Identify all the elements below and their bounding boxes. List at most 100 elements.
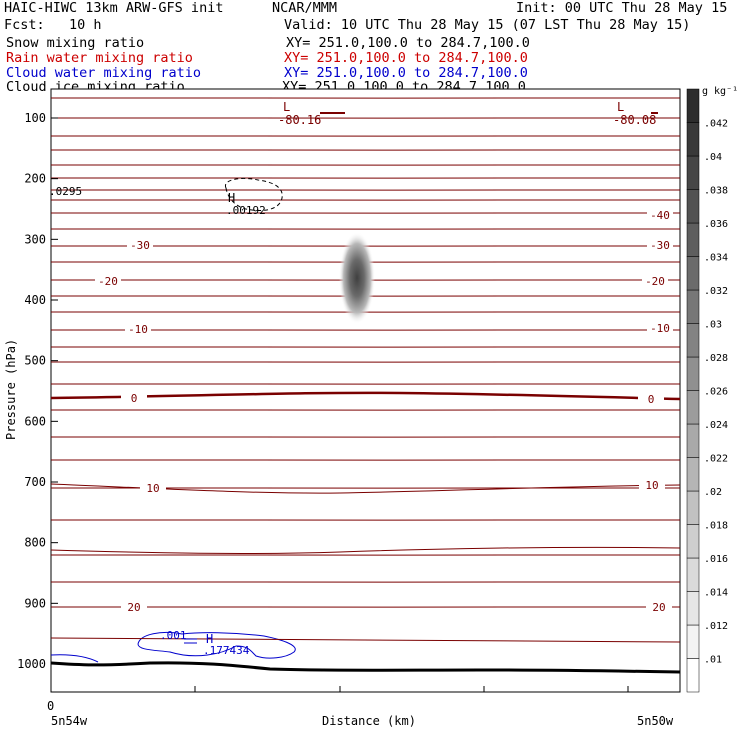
contour-label-bg	[125, 323, 151, 335]
colorbar-level-label: .02	[704, 487, 722, 498]
temperature-contour-label: 20	[652, 601, 665, 614]
temperature-contour	[50, 135, 681, 137]
colorbar-cell	[686, 423, 700, 458]
cloud-water-high-value: .177434	[203, 644, 250, 657]
init-time: Init: 00 UTC Thu 28 May 15	[516, 0, 728, 16]
field-name-snow: Snow mixing ratio	[6, 35, 145, 51]
temperature-contour-label: 0	[131, 392, 138, 405]
colorbar-level-label: .038	[704, 186, 728, 197]
y-tick-label: 500	[24, 354, 46, 368]
temperature-contour-label: -30	[130, 239, 150, 252]
colorbar-level-label: .028	[704, 353, 728, 364]
org-label: NCAR/MMM	[272, 0, 338, 16]
temperature-contour-label: -10	[128, 323, 148, 336]
contour-label-bg	[647, 239, 673, 251]
colorbar-cell	[686, 591, 700, 626]
temperature-contour	[50, 189, 681, 191]
temperature-contour	[50, 436, 681, 438]
colorbar-cell	[686, 658, 700, 693]
temperature-contour	[50, 199, 681, 201]
field-xy-rain: XY= 251.0,100.0 to 284.7,100.0	[284, 50, 528, 66]
colorbar-level-label: .034	[704, 253, 728, 264]
temperature-contour-label: 20	[127, 601, 140, 614]
contour-label-bg	[647, 209, 673, 221]
field-xy-cloud-water: XY= 251.0,100.0 to 284.7,100.0	[284, 65, 528, 81]
model-title: HAIC-HIWC 13km ARW-GFS init	[4, 0, 224, 16]
temperature-contour	[50, 459, 681, 461]
forecast-hour: Fcst: 10 h	[4, 17, 102, 33]
temperature-contour	[50, 361, 681, 363]
y-tick-label: 1000	[17, 657, 46, 671]
terrain-line	[50, 661, 681, 674]
colorbar-cell	[686, 356, 700, 391]
colorbar-cell	[686, 222, 700, 257]
plot-frame	[50, 88, 681, 693]
cloud-ice-high-marker: H	[228, 191, 235, 205]
y-tick-label: 600	[24, 414, 46, 428]
y-tick-label: 700	[24, 475, 46, 489]
freezing-level-contour	[50, 391, 681, 401]
extreme-low-value: -80.16	[278, 113, 321, 127]
colorbar-level-label: .022	[704, 454, 728, 465]
cloud-ice-maximum	[339, 232, 375, 324]
field-name-cloud-water: Cloud water mixing ratio	[6, 65, 202, 81]
colorbar-cell	[686, 390, 700, 425]
colorbar-level-label: .042	[704, 119, 728, 130]
y-axis-label: Pressure (hPa)	[4, 339, 18, 440]
temperature-contour	[50, 409, 681, 411]
colorbar-level-label: .014	[704, 588, 728, 599]
field-xy-snow: XY= 251.0,100.0 to 284.7,100.0	[286, 35, 530, 51]
temperature-contour	[50, 383, 681, 385]
temperature-contour-label: 10	[146, 482, 159, 495]
cloud-water-contour-label: .001	[160, 629, 187, 642]
colorbar-level-label: .03	[704, 320, 722, 331]
colorbar-cell	[686, 122, 700, 157]
colorbar-cell	[686, 490, 700, 525]
colorbar-level-label: .024	[704, 420, 728, 431]
cloud-water-contour	[137, 631, 296, 659]
temperature-contour-label: -40	[650, 209, 670, 222]
temperature-contour-label: -10	[650, 322, 670, 335]
colorbar-cell	[686, 88, 700, 123]
x-axis-label: Distance (km)	[322, 714, 416, 728]
temperature-contour	[50, 487, 681, 489]
x-start-label: 0	[47, 699, 54, 713]
temperature-contour	[50, 581, 681, 583]
temperature-contour	[50, 329, 681, 331]
contour-label-bg	[121, 392, 147, 404]
temperature-contour	[50, 212, 681, 214]
colorbar-level-label: .04	[704, 152, 722, 163]
temperature-contour-label: -30	[650, 239, 670, 252]
x-right-label: 5n50w	[637, 714, 674, 728]
field-name-rain: Rain water mixing ratio	[6, 50, 193, 66]
temperature-contour	[50, 346, 681, 348]
contour-label-bg	[642, 275, 668, 287]
y-tick-label: 200	[24, 172, 46, 186]
temperature-contour	[50, 117, 681, 119]
temperature-contour	[50, 97, 681, 99]
colorbar-cell	[686, 189, 700, 224]
colorbar-cell	[686, 524, 700, 559]
temperature-contour	[50, 554, 681, 556]
cloud-water-high-marker: H	[206, 632, 213, 646]
extreme-low-marker: L	[283, 100, 290, 114]
colorbar-level-label: .012	[704, 621, 728, 632]
extreme-low-value: -80.08	[613, 113, 656, 127]
contour-label-bg	[646, 601, 672, 613]
colorbar-cell	[686, 256, 700, 291]
contour-label-bg	[127, 239, 153, 251]
colorbar-level-label: .016	[704, 554, 728, 565]
colorbar-level-label: .018	[704, 521, 728, 532]
contour-label-bg	[140, 482, 166, 494]
cloud-ice-high-value: .00192	[226, 204, 266, 217]
contour-label-bg	[121, 601, 147, 613]
colorbar-cell	[686, 557, 700, 592]
contour-label-bg	[639, 479, 665, 491]
temperature-contour	[50, 546, 681, 554]
cloud-water-contour-edge	[50, 654, 99, 663]
y-tick-label: 300	[24, 232, 46, 246]
pressure-axis: 100 200 300 400 500 600 700 800 900 1000	[17, 111, 58, 671]
temperature-contour-label: -20	[98, 275, 118, 288]
temperature-contour	[50, 149, 681, 151]
